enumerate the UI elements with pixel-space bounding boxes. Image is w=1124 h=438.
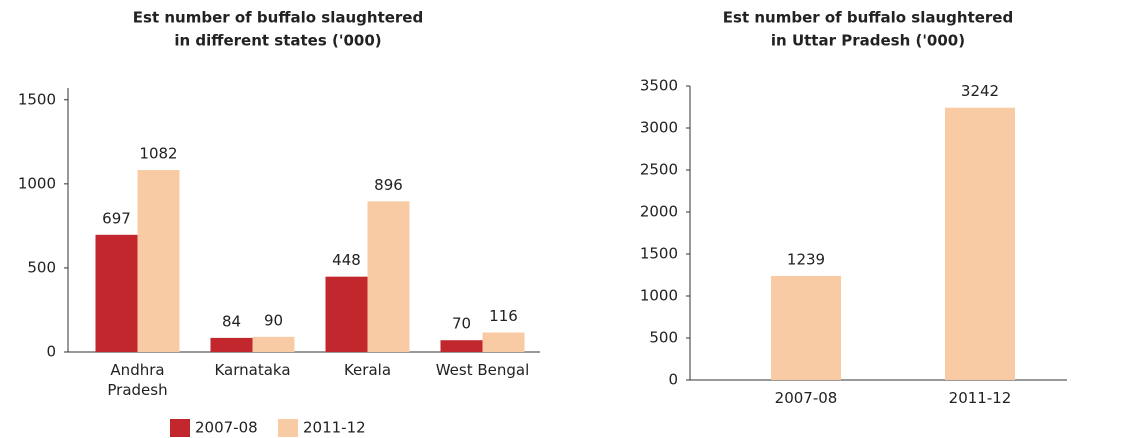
- value-label: 448: [332, 251, 361, 269]
- y-tick-label: 0: [46, 343, 56, 361]
- y-tick-label: 500: [27, 258, 56, 276]
- bar: [210, 337, 253, 352]
- bar: [771, 275, 841, 380]
- chart-title: Est number of buffalo slaughtered: [133, 9, 423, 27]
- value-label: 1082: [139, 145, 177, 163]
- legend-swatch: [170, 419, 190, 437]
- x-tick-label: Kerala: [343, 361, 392, 379]
- y-tick-label: 2500: [640, 161, 678, 179]
- value-label: 1239: [787, 250, 825, 268]
- legend-label: 2011-12: [303, 419, 366, 437]
- value-label: 90: [264, 311, 283, 329]
- y-tick-label: 1000: [18, 174, 56, 192]
- x-tick-label: 2011-12: [948, 389, 1012, 407]
- value-label: 896: [374, 176, 403, 194]
- y-tick-label: 2000: [640, 203, 678, 221]
- bar: [325, 276, 368, 352]
- y-tick-label: 0: [668, 371, 678, 389]
- value-label: 70: [452, 315, 471, 333]
- x-tick-label: 2007-08: [774, 389, 838, 407]
- y-tick-label: 1500: [18, 90, 56, 108]
- legend-swatch: [278, 419, 298, 437]
- value-label: 84: [222, 312, 241, 330]
- value-label: 116: [489, 307, 518, 325]
- legend-label: 2007-08: [195, 419, 258, 437]
- bar: [95, 234, 138, 352]
- chart-title: in different states ('000): [174, 32, 381, 50]
- bar: [440, 340, 483, 352]
- y-tick-label: 500: [649, 329, 678, 347]
- bar: [482, 332, 525, 352]
- chart-title: Est number of buffalo slaughtered: [723, 9, 1013, 27]
- x-tick-label: West Bengal: [435, 361, 530, 379]
- bar: [367, 201, 410, 352]
- y-tick-label: 3000: [640, 119, 678, 137]
- x-tick-label: Andhra Pradesh: [107, 361, 168, 399]
- x-tick-label: Karnataka: [214, 361, 291, 379]
- bar: [137, 170, 180, 352]
- y-tick-label: 3500: [640, 77, 678, 95]
- y-tick-label: 1500: [640, 245, 678, 263]
- value-label: 697: [102, 209, 131, 227]
- bar: [945, 107, 1015, 380]
- value-label: 3242: [961, 82, 999, 100]
- bar: [252, 336, 295, 352]
- y-tick-label: 1000: [640, 287, 678, 305]
- chart-title: in Uttar Pradesh ('000): [771, 32, 965, 50]
